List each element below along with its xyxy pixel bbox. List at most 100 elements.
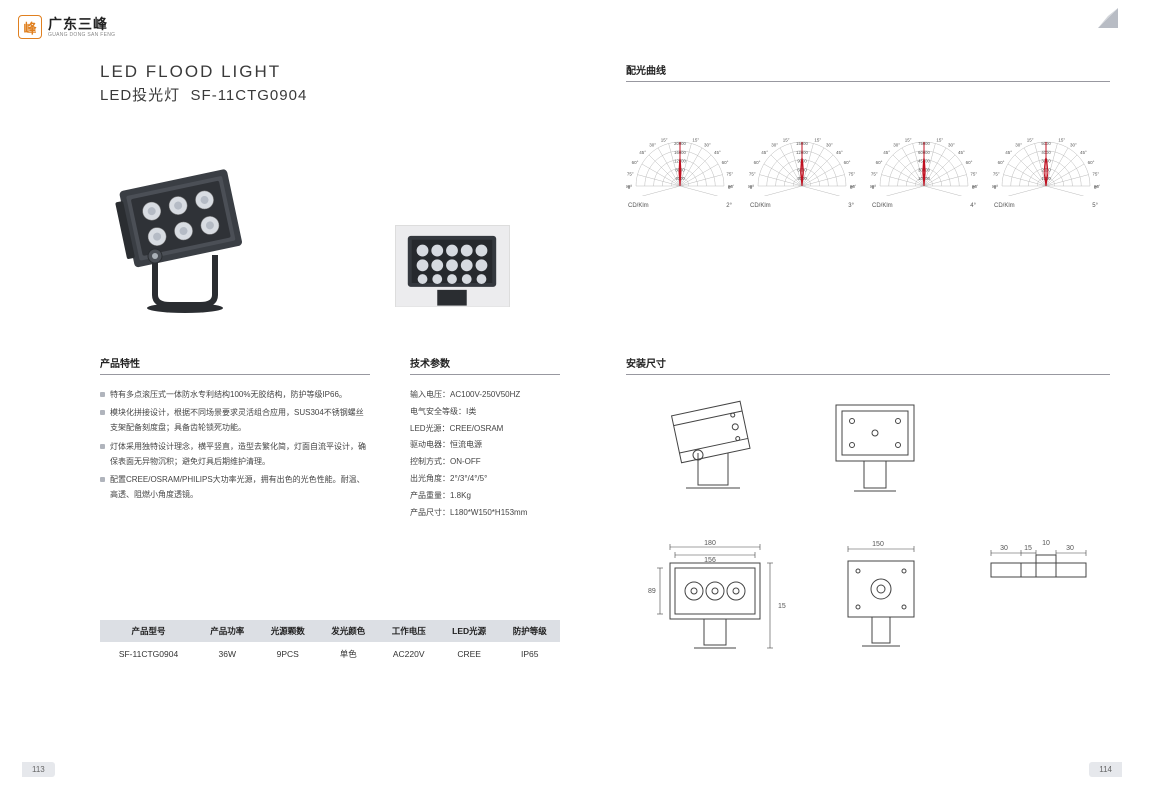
svg-text:15°: 15°	[692, 138, 699, 143]
title-cn: LED投光灯 SF-11CTG0904	[100, 84, 580, 105]
page-number-left: 113	[22, 762, 55, 777]
svg-text:0°: 0°	[994, 185, 999, 190]
svg-text:45°: 45°	[883, 150, 890, 155]
svg-text:60°: 60°	[1088, 160, 1095, 165]
polar-chart: 3000600090001200015000105°105°90°90°75°7…	[748, 108, 856, 209]
svg-text:30°: 30°	[771, 142, 778, 147]
th: 工作电压	[378, 620, 438, 642]
svg-text:180: 180	[704, 540, 716, 547]
spec-row: 产品尺寸：L180*W150*H153mm	[410, 505, 560, 522]
svg-text:10: 10	[1042, 540, 1050, 547]
spec-row: 输入电压：AC100V-250V50HZ	[410, 387, 560, 404]
svg-text:15°: 15°	[936, 138, 943, 143]
svg-text:0°: 0°	[872, 185, 877, 190]
spec-row: 控制方式：ON-OFF	[410, 454, 560, 471]
svg-text:45°: 45°	[958, 150, 965, 155]
svg-text:30°: 30°	[948, 142, 955, 147]
feature-item: 灯体采用独特设计理念，横平竖直，造型去繁化简，灯面自流平设计，确保表面无异物沉积…	[100, 439, 370, 469]
th: 光源颗数	[257, 620, 317, 642]
polar-chart: 10002000300040005000105°105°90°90°75°75°…	[992, 108, 1100, 209]
features-header: 产品特性	[100, 355, 370, 375]
right-page: 配光曲线 40008000120001600020000105°105°90°9…	[600, 0, 1160, 787]
svg-text:45°: 45°	[761, 150, 768, 155]
svg-text:0°: 0°	[728, 185, 733, 190]
svg-text:75°: 75°	[970, 172, 977, 177]
spec-row: 驱动电器：恒流电源	[410, 437, 560, 454]
polar-row: 40008000120001600020000105°105°90°90°75°…	[626, 108, 1110, 209]
th: 产品型号	[100, 620, 197, 642]
svg-text:15°: 15°	[905, 138, 912, 143]
svg-text:60°: 60°	[998, 160, 1005, 165]
svg-text:30: 30	[1066, 545, 1074, 552]
specs-column: 技术参数 输入电压：AC100V-250V50HZ 电气安全等级：Ⅰ类 LED光…	[410, 355, 560, 521]
svg-text:0°: 0°	[1094, 185, 1099, 190]
svg-text:0°: 0°	[628, 185, 633, 190]
svg-text:75°: 75°	[871, 172, 878, 177]
install-view-bracket: 150	[826, 533, 936, 663]
page-number-right: 114	[1089, 762, 1122, 777]
svg-text:45°: 45°	[836, 150, 843, 155]
svg-text:30°: 30°	[704, 142, 711, 147]
feature-item: 配置CREE/OSRAM/PHILIPS大功率光源，拥有出色的光色性能。耐温、高…	[100, 472, 370, 502]
specs-header: 技术参数	[410, 355, 560, 375]
svg-text:60°: 60°	[754, 160, 761, 165]
title-en: LED FLOOD LIGHT	[100, 62, 580, 82]
curves-header: 配光曲线	[626, 62, 1110, 82]
feature-item: 特有多点滚压式一体防水专利结构100%无胶结构，防护等级IP66。	[100, 387, 370, 402]
spec-row: 产品重量：1.8Kg	[410, 488, 560, 505]
svg-text:15: 15	[1024, 545, 1032, 552]
svg-text:45°: 45°	[1080, 150, 1087, 155]
feature-item: 模块化拼接设计，根据不同场景要求灵活组合应用，SUS304不锈钢螺丝支架配备刻度…	[100, 405, 370, 435]
th: LED光源	[439, 620, 499, 642]
svg-text:15°: 15°	[661, 138, 668, 143]
svg-text:0°: 0°	[750, 185, 755, 190]
svg-text:30°: 30°	[893, 142, 900, 147]
install-view-rear	[816, 393, 936, 503]
polar-chart: 40008000120001600020000105°105°90°90°75°…	[626, 108, 734, 209]
th: 发光颜色	[318, 620, 378, 642]
svg-text:15°: 15°	[814, 138, 821, 143]
svg-text:45°: 45°	[639, 150, 646, 155]
svg-text:0°: 0°	[972, 185, 977, 190]
table-row: SF-11CTG0904 36W 9PCS 单色 AC220V CREE IP6…	[100, 642, 560, 666]
product-image-sub	[395, 225, 510, 307]
th: 防护等级	[499, 620, 560, 642]
svg-text:15°: 15°	[783, 138, 790, 143]
svg-text:75°: 75°	[993, 172, 1000, 177]
title-block: LED FLOOD LIGHT LED投光灯 SF-11CTG0904	[100, 62, 580, 105]
left-page: LED FLOOD LIGHT LED投光灯 SF-11CTG0904	[20, 0, 580, 787]
svg-text:30: 30	[1000, 545, 1008, 552]
th: 产品功率	[197, 620, 257, 642]
svg-text:45°: 45°	[714, 150, 721, 155]
svg-text:156: 156	[704, 557, 716, 564]
install-view-front: 180 156 153 89	[646, 533, 786, 663]
install-view-top: 30 15 10 30	[976, 533, 1106, 603]
install-header: 安装尺寸	[626, 355, 1110, 375]
spec-row: LED光源：CREE/OSRAM	[410, 421, 560, 438]
svg-text:60°: 60°	[844, 160, 851, 165]
product-image-main	[100, 160, 270, 320]
svg-text:75°: 75°	[726, 172, 733, 177]
svg-text:75°: 75°	[627, 172, 634, 177]
svg-text:60°: 60°	[632, 160, 639, 165]
svg-text:75°: 75°	[749, 172, 756, 177]
svg-text:60°: 60°	[722, 160, 729, 165]
spec-table: 产品型号 产品功率 光源颗数 发光颜色 工作电压 LED光源 防护等级 SF-1…	[100, 620, 560, 666]
svg-text:75°: 75°	[1092, 172, 1099, 177]
svg-text:15°: 15°	[1058, 138, 1065, 143]
svg-text:89: 89	[648, 588, 656, 595]
svg-text:60°: 60°	[966, 160, 973, 165]
svg-text:60°: 60°	[876, 160, 883, 165]
spec-list: 输入电压：AC100V-250V50HZ 电气安全等级：Ⅰ类 LED光源：CRE…	[410, 387, 560, 521]
polar-chart: 1000030000450006000075000105°105°90°90°7…	[870, 108, 978, 209]
svg-text:0°: 0°	[850, 185, 855, 190]
svg-text:30°: 30°	[826, 142, 833, 147]
svg-text:75°: 75°	[848, 172, 855, 177]
install-drawings: 180 156 153 89	[626, 393, 1110, 663]
install-view-side	[646, 393, 766, 503]
svg-text:150: 150	[872, 541, 884, 548]
spec-row: 电气安全等级：Ⅰ类	[410, 404, 560, 421]
svg-text:153: 153	[778, 603, 786, 610]
svg-text:45°: 45°	[1005, 150, 1012, 155]
features-column: 产品特性 特有多点滚压式一体防水专利结构100%无胶结构，防护等级IP66。 模…	[100, 355, 370, 521]
